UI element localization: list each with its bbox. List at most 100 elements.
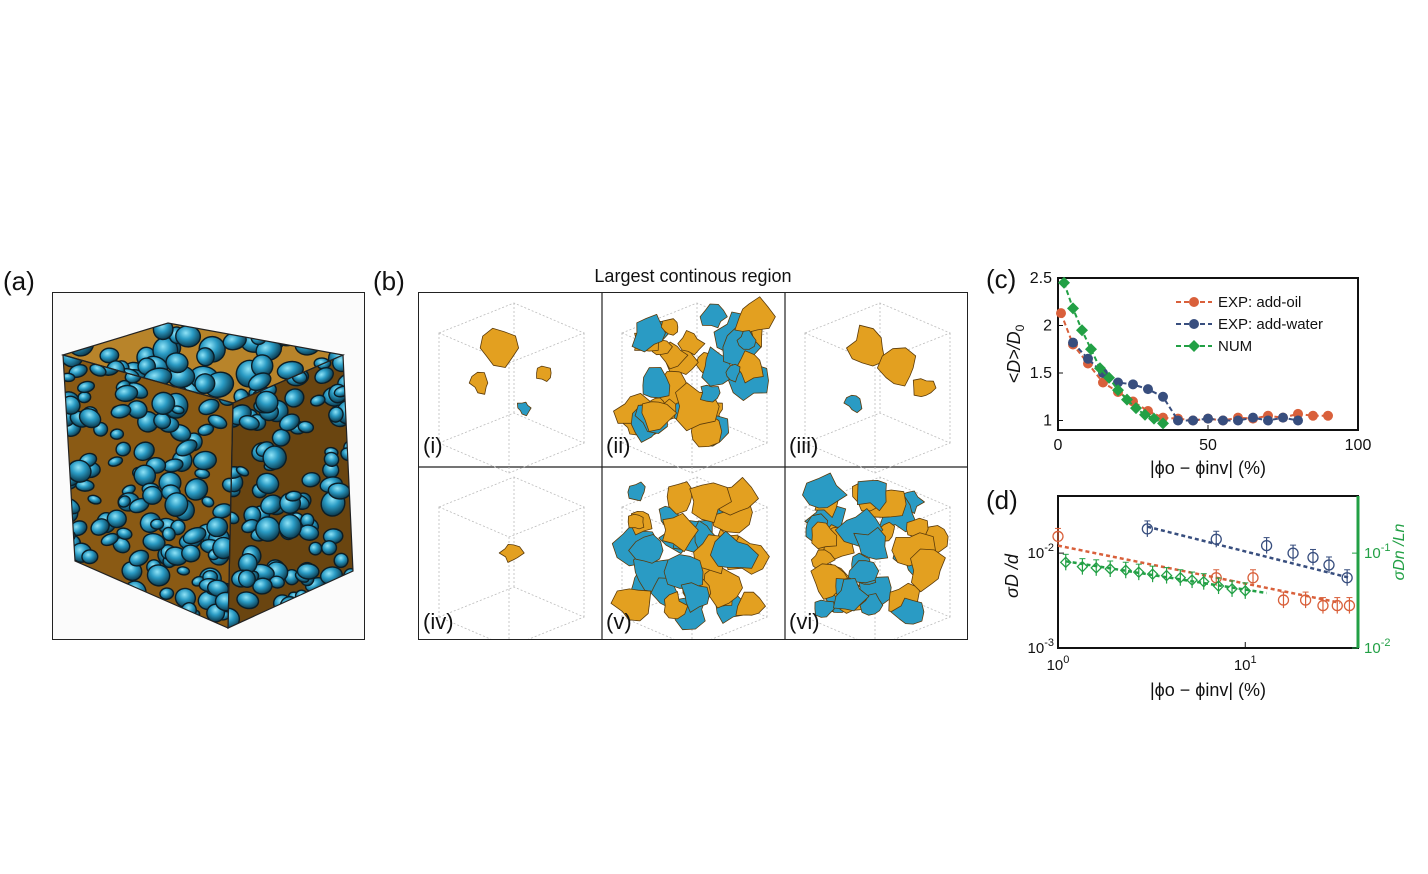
panel-b-grid: (i) (ii) (iii) (iv) (v) (vi)	[418, 292, 968, 648]
foam-cell	[255, 616, 272, 628]
foam-cell	[122, 605, 146, 628]
region-blob	[846, 324, 886, 367]
foam-cell	[81, 549, 99, 565]
foam-cell	[321, 588, 346, 608]
foam-cell	[87, 494, 102, 505]
region-blob	[890, 597, 925, 625]
foam-cell	[106, 509, 127, 529]
chart-c-ytick-label: 2.5	[1030, 272, 1052, 287]
chart-d-xtick-label: 100	[1047, 654, 1070, 674]
chart-c-legend-marker	[1189, 319, 1199, 329]
chart-d-point	[1323, 559, 1335, 571]
foam-cell	[110, 404, 132, 419]
subpanel-label-ii: (ii)	[606, 433, 631, 458]
chart-c-point	[1323, 410, 1333, 421]
chart-c-point	[1121, 393, 1133, 406]
foam-cell	[314, 367, 334, 385]
chart-c-legend-label: EXP: add-water	[1218, 316, 1323, 333]
region-blob	[498, 544, 525, 563]
foam-cell	[307, 330, 333, 348]
region-blob	[628, 534, 664, 564]
chart-d-point	[1277, 594, 1290, 606]
foam-cell	[278, 513, 302, 540]
region-blob	[689, 482, 732, 523]
subpanel-label-iv: (iv)	[423, 609, 454, 634]
chart-d-point	[1341, 572, 1353, 584]
foam-cell	[310, 394, 326, 407]
chart-d-point	[1059, 556, 1072, 569]
chart-d-point	[1141, 523, 1153, 535]
foam-cell	[207, 414, 228, 430]
foam-cell	[196, 347, 215, 367]
panel-label-c: (c)	[986, 264, 1017, 294]
foam-cell	[247, 372, 272, 392]
foam-cell	[343, 567, 353, 585]
foam-cell	[296, 563, 320, 580]
foam-cell	[341, 615, 353, 628]
chart-c-point	[1158, 391, 1168, 402]
chart-c-ytick-label: 2	[1043, 318, 1052, 335]
chart-d-rtick-label: 10-1	[1364, 542, 1390, 562]
foam-cell	[238, 415, 260, 431]
chart-c-point	[1173, 415, 1183, 426]
region-blob	[833, 578, 870, 612]
chart-d-point	[1146, 568, 1159, 581]
chart-c-xtick-label: 50	[1199, 437, 1217, 454]
region-blob	[631, 314, 666, 353]
foam-cell	[153, 608, 171, 621]
chart-c-xtick-label: 0	[1054, 437, 1063, 454]
region-blob	[663, 591, 689, 620]
foam-cell	[171, 611, 195, 628]
chart-c-point	[1058, 276, 1070, 289]
foam-cell	[63, 372, 76, 383]
region-blob	[877, 347, 917, 387]
foam-cell	[262, 445, 287, 470]
foam-cell	[63, 578, 76, 591]
chart-c-point	[1130, 402, 1142, 415]
panel-label-a: (a)	[3, 266, 35, 296]
wireframe-cube-1	[437, 302, 586, 474]
chart-d-point	[1260, 539, 1273, 552]
chart-d-point	[1210, 533, 1222, 545]
region-blob	[627, 481, 646, 502]
chart-c-point	[1218, 415, 1228, 426]
chart-c-point	[1203, 413, 1213, 424]
chart-c-legend-label: EXP: add-oil	[1218, 294, 1301, 311]
foam-cell	[107, 456, 124, 467]
chart-d-point	[1299, 594, 1312, 606]
chart-d-point	[1186, 574, 1198, 586]
foam-cell	[182, 526, 207, 545]
foam-cell	[161, 526, 176, 542]
foam-cell	[236, 591, 260, 610]
wireframe-cube-2	[620, 302, 769, 474]
region-blob	[857, 480, 887, 512]
foam-cell	[109, 428, 125, 440]
foam-cell	[168, 617, 185, 628]
wireframe-cube-3	[803, 302, 952, 474]
foam-cell	[321, 540, 338, 556]
chart-c-point	[1248, 412, 1258, 423]
region-blob	[468, 371, 489, 395]
chart-d-point	[1076, 560, 1089, 573]
foam-cell	[271, 428, 291, 447]
foam-cell	[142, 485, 163, 505]
chart-c-point	[1085, 343, 1097, 356]
foam-cell	[100, 323, 121, 339]
chart-d-xlabel: |ϕo − ϕinv| (%)	[1150, 680, 1266, 700]
foam-cube-illustration	[60, 322, 354, 629]
chart-c-point	[1067, 302, 1079, 315]
foam-cell	[323, 451, 340, 468]
region-blob	[843, 394, 863, 414]
foam-cell	[115, 441, 132, 457]
chart-c-point	[1056, 308, 1066, 319]
chart-c-point	[1083, 353, 1093, 364]
subpanel-label-iii: (iii)	[789, 433, 819, 458]
foam-cell	[201, 496, 215, 508]
region-blob	[627, 513, 645, 530]
region-blob	[814, 599, 835, 618]
chart-c-ytick-label: 1.5	[1030, 365, 1052, 382]
chart-d-point	[1343, 599, 1356, 612]
chart-d-ytick-label: 10-2	[1028, 542, 1054, 562]
foam-cell	[285, 490, 302, 502]
chart-d-point	[1119, 564, 1132, 577]
